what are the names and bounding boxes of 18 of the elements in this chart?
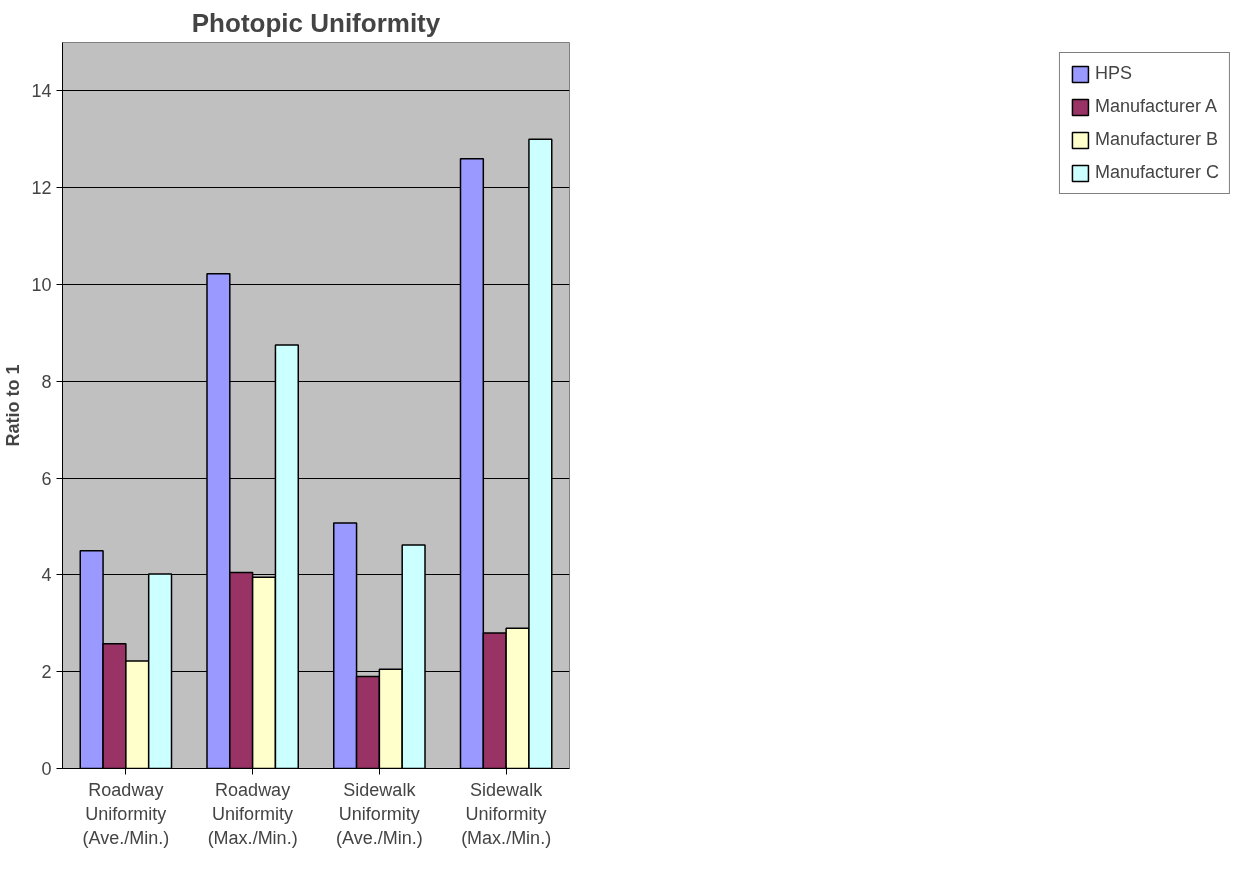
legend-label: Manufacturer B [1094,129,1218,150]
chart-title: Photopic Uniformity [191,7,441,38]
y-tick-label: 6 [41,468,52,489]
legend-label: HPS [1094,63,1132,84]
y-tick-label: 4 [41,565,52,586]
y-tick-label: 12 [31,178,52,199]
x-tick-label: Sidewalk Uniformity (Ave./Min.) [336,779,423,848]
x-tick-label: Roadway Uniformity (Ave./Min.) [82,779,170,848]
y-tick-label: 10 [31,275,52,295]
y-axis-title: Ratio to 1 [3,364,24,447]
x-tick-label: Roadway Uniformity (Max./Min.) [207,779,298,848]
legend-label: Manufacturer A [1094,96,1217,117]
x-tick-label: Sidewalk Uniformity (Max./Min.) [461,779,552,848]
legend-label: Manufacturer C [1094,162,1219,183]
y-tick-label: 14 [31,81,52,102]
y-tick-label: 8 [41,371,52,392]
y-tick-label: 2 [41,662,52,683]
y-tick-label: 0 [41,759,52,779]
